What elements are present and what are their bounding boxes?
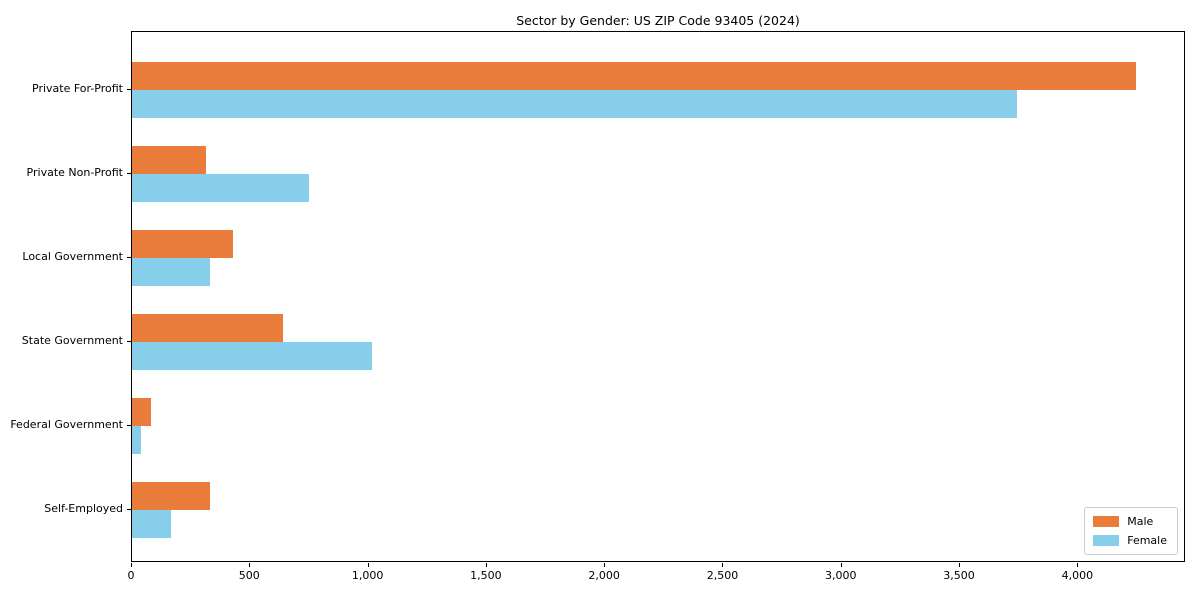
plot-area xyxy=(131,31,1185,562)
legend-swatch-male xyxy=(1093,516,1120,527)
ytick-mark-local-government xyxy=(127,257,131,258)
bar-female-local-government xyxy=(132,258,210,286)
bar-female-state-government xyxy=(132,342,372,370)
xtick-label-1-500: 1,500 xyxy=(470,569,502,582)
bar-female-private-for-profit xyxy=(132,90,1017,118)
ytick-label-state-government: State Government xyxy=(21,334,123,347)
bar-male-private-for-profit xyxy=(132,62,1136,90)
ytick-label-self-employed: Self-Employed xyxy=(44,502,123,515)
xtick-label-2-000: 2,000 xyxy=(588,569,620,582)
legend: Male Female xyxy=(1084,507,1178,555)
xtick-label-3-000: 3,000 xyxy=(825,569,857,582)
legend-item-female: Female xyxy=(1093,534,1167,547)
xtick-mark-3-000 xyxy=(840,563,842,567)
ytick-mark-private-non-profit xyxy=(127,173,131,174)
ytick-mark-private-for-profit xyxy=(127,89,131,90)
ytick-mark-state-government xyxy=(127,341,131,342)
xtick-label-2-500: 2,500 xyxy=(706,569,739,582)
xtick-mark-1-500 xyxy=(485,563,487,567)
xtick-label-1-000: 1,000 xyxy=(351,569,384,582)
ytick-label-local-government: Local Government xyxy=(22,250,123,263)
xtick-mark-500 xyxy=(249,563,251,567)
xtick-mark-2-500 xyxy=(722,563,724,567)
bar-female-federal-government xyxy=(132,426,141,454)
ytick-mark-self-employed xyxy=(127,509,131,510)
bar-male-local-government xyxy=(132,230,233,258)
ytick-label-federal-government: Federal Government xyxy=(10,418,123,431)
ytick-label-private-for-profit: Private For-Profit xyxy=(32,82,123,95)
bar-male-federal-government xyxy=(132,398,151,426)
ytick-mark-federal-government xyxy=(127,425,131,426)
bar-female-self-employed xyxy=(132,510,171,538)
xtick-label-3-500: 3,500 xyxy=(943,569,975,582)
xtick-mark-1-000 xyxy=(367,563,369,567)
xtick-mark-2-000 xyxy=(604,563,606,567)
bar-female-private-non-profit xyxy=(132,174,309,202)
xtick-mark-0 xyxy=(131,563,132,567)
legend-label-female: Female xyxy=(1127,534,1167,547)
xtick-mark-4-000 xyxy=(1077,563,1079,567)
ytick-label-private-non-profit: Private Non-Profit xyxy=(26,166,123,179)
legend-swatch-female xyxy=(1093,535,1120,546)
chart-title: Sector by Gender: US ZIP Code 93405 (202… xyxy=(516,13,800,28)
xtick-label-0: 0 xyxy=(127,569,135,582)
xtick-mark-3-500 xyxy=(959,563,961,567)
xtick-label-4-000: 4,000 xyxy=(1061,569,1094,582)
bar-male-private-non-profit xyxy=(132,146,206,174)
xtick-label-500: 500 xyxy=(238,569,260,582)
bar-male-state-government xyxy=(132,314,283,342)
legend-label-male: Male xyxy=(1127,515,1154,528)
legend-item-male: Male xyxy=(1093,515,1167,528)
bar-male-self-employed xyxy=(132,482,210,510)
